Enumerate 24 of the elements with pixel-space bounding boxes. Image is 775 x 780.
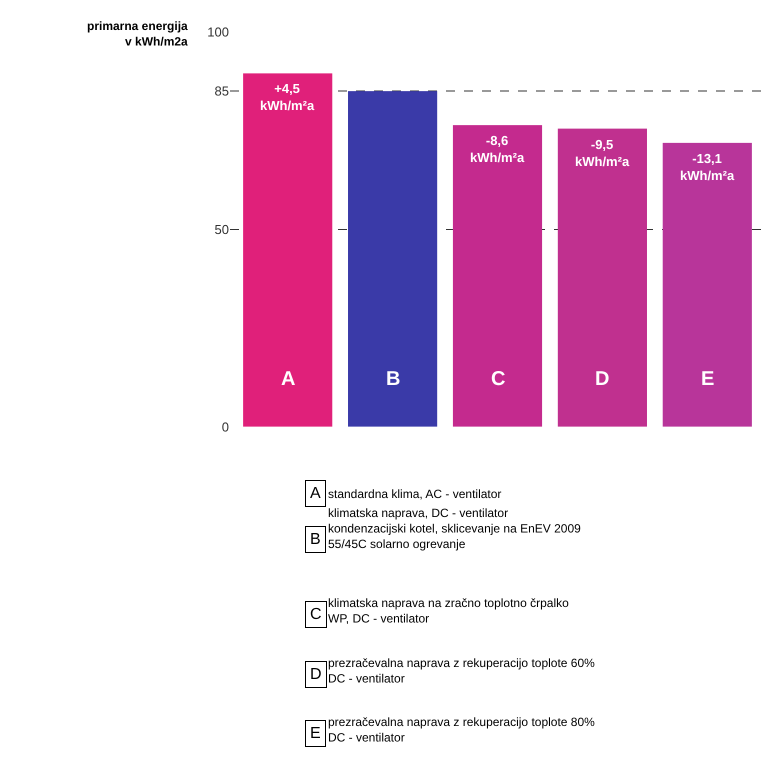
annotation: -8,6 kWh/m²a [470, 133, 525, 165]
text: klimatska naprava na zračno toplotno črpalko WP, DC - ventilator [328, 596, 570, 626]
text: standardna klima, AC - ventilator [328, 487, 502, 501]
x-tick-label: E [701, 368, 714, 390]
x-tick-label: C [491, 368, 506, 390]
category-label: B [310, 531, 321, 548]
y-tick-label: 100 [207, 24, 229, 40]
annotation: -13,1 kWh/m²a [680, 151, 735, 183]
text: prezračevalna naprava z rekuperacijo toplote 80% DC - ventilator [328, 715, 596, 745]
y-tick-label: 85 [214, 84, 229, 99]
text: prezračevalna naprava z rekuperacijo toplote 60% DC - ventilator [328, 656, 596, 686]
category-label: E [310, 725, 321, 742]
annotation: +4,5 kWh/m²a [260, 81, 315, 113]
category-label: A [310, 485, 321, 502]
category-label: D [310, 666, 322, 683]
x-tick-label: D [595, 368, 610, 390]
x-tick-label: A [281, 368, 296, 390]
annotation: -9,5 kWh/m²a [575, 137, 630, 169]
category-label: C [310, 606, 322, 623]
y-tick-label: 0 [222, 419, 229, 434]
text: klimatska naprava, DC - ventilator kondenzacijski kotel, sklicevanje na EnEV 2009 55/45C solarno ogrevanje [328, 506, 582, 552]
y-axis-title: primarna energija v kWh/m2a [87, 19, 188, 49]
y-tick-label: 50 [214, 222, 229, 237]
x-tick-label: B [386, 368, 400, 390]
